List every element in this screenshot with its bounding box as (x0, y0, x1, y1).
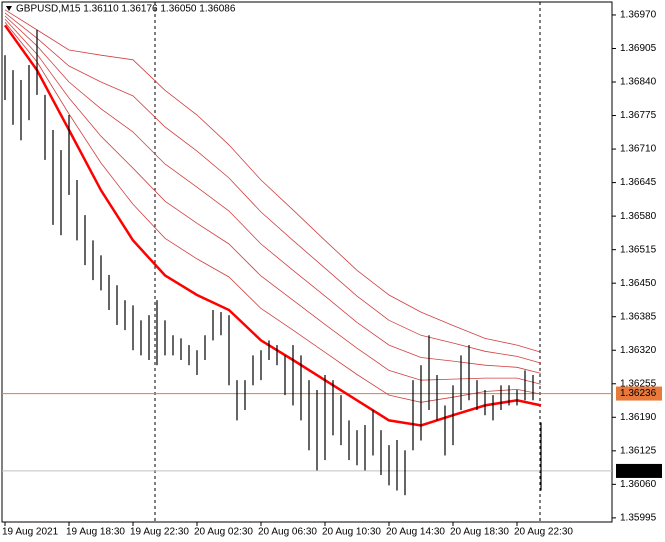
chart-title: GBPUSD,M15 1.36110 1.36176 1.36050 1.360… (16, 4, 236, 15)
y-tick-label: 1.36710 (620, 144, 657, 155)
x-tick-label: 20 Aug 10:30 (322, 527, 381, 538)
y-tick-label: 1.36255 (620, 378, 657, 389)
moving-average (4, 9, 542, 353)
price-label: 1.36236 (620, 388, 657, 399)
y-tick-label: 1.36970 (620, 10, 657, 21)
plot-frame (1, 1, 613, 523)
y-tick-label: 1.36645 (620, 177, 657, 188)
x-tick-label: 20 Aug 14:30 (386, 527, 445, 538)
y-tick-label: 1.36060 (620, 479, 657, 490)
x-tick-label: 19 Aug 18:30 (66, 527, 125, 538)
y-tick-label: 1.36125 (620, 445, 657, 456)
y-tick-label: 1.36190 (620, 412, 657, 423)
moving-average (4, 21, 542, 403)
x-tick-label: 19 Aug 2021 (2, 527, 59, 538)
x-tick-label: 20 Aug 02:30 (194, 527, 253, 538)
price-label: 1.36086 (620, 466, 657, 477)
y-tick-label: 1.36320 (620, 345, 657, 356)
y-tick-label: 1.36385 (620, 311, 657, 322)
x-tick-label: 20 Aug 22:30 (514, 527, 573, 538)
moving-average (4, 18, 542, 385)
x-tick-label: 20 Aug 18:30 (450, 527, 509, 538)
moving-average (4, 12, 542, 364)
y-tick-label: 1.35995 (620, 513, 657, 524)
title-icon (6, 6, 12, 11)
y-tick-label: 1.36905 (620, 43, 657, 54)
x-tick-label: 19 Aug 22:30 (130, 527, 189, 538)
y-tick-label: 1.36775 (620, 110, 657, 121)
y-tick-label: 1.36840 (620, 77, 657, 88)
price-label-box (616, 463, 662, 478)
y-tick-label: 1.36580 (620, 211, 657, 222)
price-label-box (616, 386, 662, 401)
moving-average (4, 15, 542, 374)
y-tick-label: 1.36450 (620, 278, 657, 289)
x-tick-label: 20 Aug 06:30 (258, 527, 317, 538)
y-tick-label: 1.36515 (620, 244, 657, 255)
